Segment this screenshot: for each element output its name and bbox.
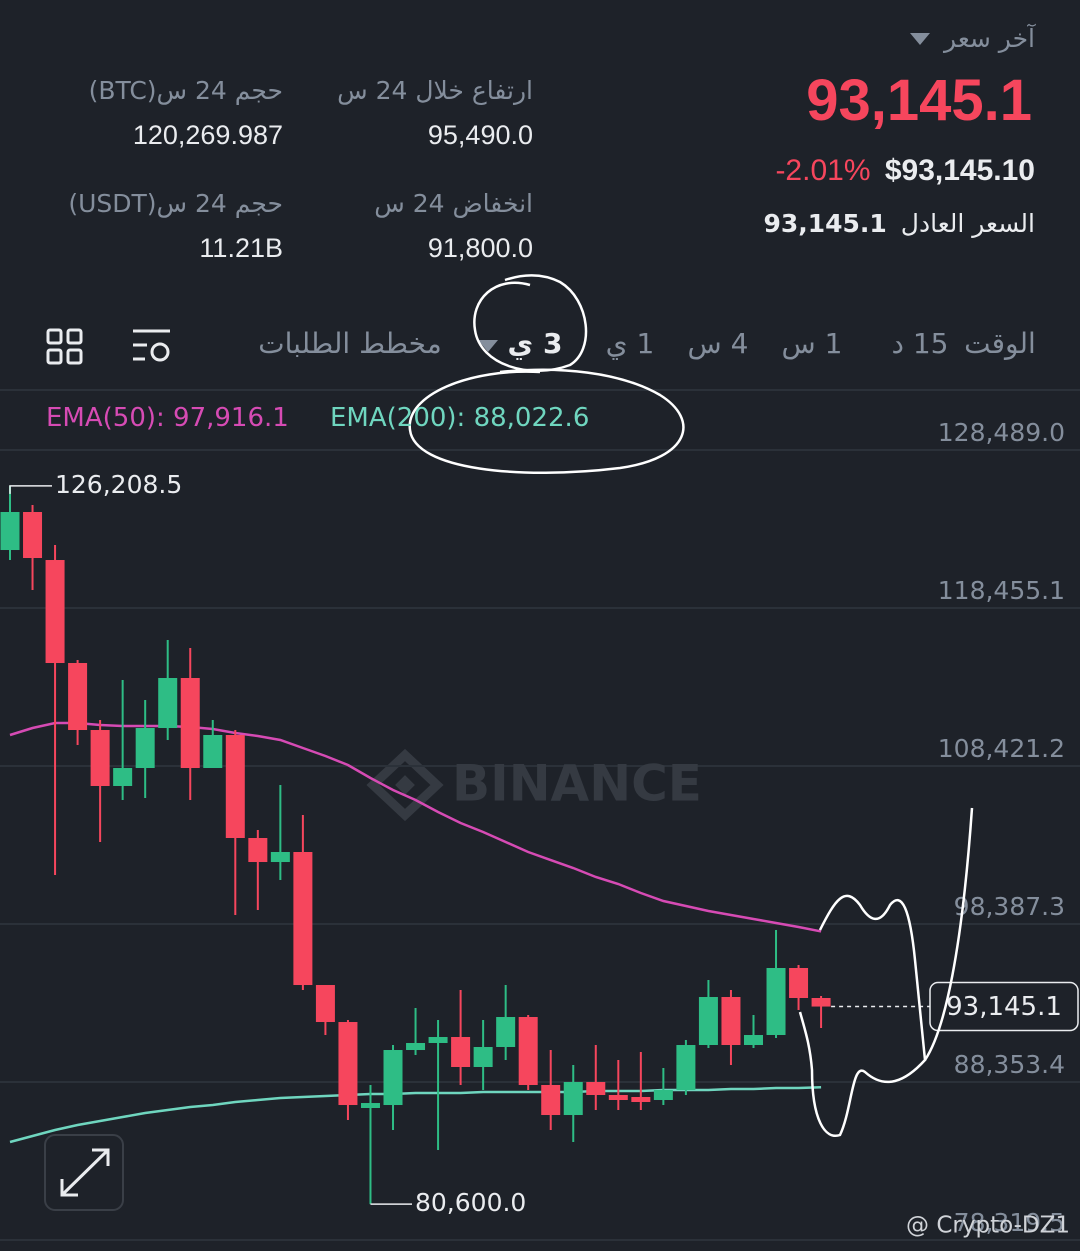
stat-label: حجم 24 س(BTC) — [88, 76, 283, 105]
candle-body — [0, 511, 20, 551]
dropdown-arrow[interactable] — [478, 340, 498, 352]
candle-body — [608, 1094, 628, 1101]
candle-body — [631, 1096, 651, 1103]
candle-body — [473, 1047, 493, 1068]
last-price-label: آخر سعر — [944, 24, 1035, 53]
watermark: BINANCE — [452, 755, 702, 813]
layout-icon[interactable] — [46, 328, 83, 365]
candle-body — [766, 968, 786, 1036]
y-tick-label: 98,387.3 — [954, 892, 1065, 921]
candle-body — [541, 1084, 561, 1116]
candle-body — [23, 511, 43, 559]
candle-body — [90, 730, 110, 787]
candle-body — [270, 851, 290, 863]
ema-line — [9, 1085, 822, 1144]
credit: @ Crypto-DZ1 — [906, 1213, 1070, 1239]
candle-body — [338, 1022, 358, 1106]
change: -2.01% — [775, 154, 871, 187]
candle-body — [68, 663, 88, 731]
high-label: 126,208.5 — [55, 470, 182, 499]
stat-value: 11.21B — [199, 233, 283, 263]
candle-body — [586, 1082, 606, 1095]
candle-body — [248, 837, 268, 863]
stat-label: انخفاض 24 س — [374, 189, 533, 218]
expand-button[interactable] — [44, 1134, 124, 1211]
candle-body — [563, 1082, 583, 1116]
candle-body — [225, 735, 245, 838]
candle-body — [406, 1043, 426, 1051]
watermark-logo — [366, 748, 444, 822]
candle-body — [811, 997, 831, 1007]
y-tick-label: 118,455.1 — [938, 576, 1065, 605]
candle-body — [676, 1045, 696, 1091]
candle-body — [428, 1037, 448, 1044]
legend-entry: EMA(200): 88,022.6 — [330, 403, 590, 433]
candle-body — [315, 985, 335, 1023]
stat-value: 95,490.0 — [427, 120, 533, 150]
tab[interactable]: 1 ي — [605, 327, 655, 360]
candle-body — [383, 1050, 403, 1106]
stat-label: حجم 24 س(USDT) — [68, 189, 283, 218]
fair-price: 93,145.1 — [763, 209, 887, 238]
stat-value: 91,800.0 — [427, 233, 533, 263]
candle-body — [789, 968, 809, 998]
candle-body — [721, 997, 741, 1046]
candle-body — [203, 735, 223, 769]
candle-body — [180, 677, 200, 769]
candle-body — [518, 1017, 538, 1085]
y-tick-label: 128,489.0 — [938, 418, 1065, 447]
price-row: -2.01% $93,145.10 — [775, 156, 1035, 186]
last-price: 93,145.1 — [806, 68, 1032, 133]
candle-body — [698, 997, 718, 1046]
tab[interactable]: 15 د — [891, 327, 949, 360]
candle-body — [360, 1103, 380, 1109]
candle-body — [743, 1035, 763, 1046]
settings-icon[interactable] — [133, 329, 170, 362]
tab[interactable]: الوقت — [964, 327, 1036, 360]
hand-drawing — [408, 274, 974, 1137]
candle-body — [451, 1037, 471, 1068]
dropdown-arrow[interactable] — [910, 33, 930, 45]
candle-body — [135, 728, 155, 769]
stat-label: ارتفاع خلال 24 س — [337, 76, 533, 105]
candle-body — [293, 851, 313, 986]
fair-price-row: السعر العادل 93,145.1 — [763, 211, 1035, 236]
tab[interactable]: 3 ي — [507, 327, 563, 360]
tab[interactable]: 1 س — [781, 327, 843, 360]
usd-price: $93,145.10 — [884, 154, 1035, 187]
price-box — [929, 981, 1079, 1032]
candle-body — [113, 768, 133, 787]
candle-body — [45, 560, 65, 664]
fair-price-label: السعر العادل — [900, 209, 1035, 238]
legend-entry: EMA(50): 97,916.1 — [46, 403, 289, 433]
high-marker — [9, 485, 52, 494]
candle-body — [158, 677, 178, 729]
stat-value: 120,269.987 — [132, 120, 283, 150]
y-tick-label: 108,421.2 — [938, 734, 1065, 763]
low-label: 80,600.0 — [415, 1188, 526, 1217]
candle-body — [496, 1017, 516, 1048]
y-tick-label: 78,319.5 — [954, 1208, 1065, 1237]
candle-body — [653, 1090, 673, 1101]
y-tick-label: 88,353.4 — [954, 1050, 1065, 1079]
tab[interactable]: مخطط الطلبات — [258, 327, 442, 360]
price-label: 93,145.1 — [946, 992, 1062, 1022]
tab[interactable]: 4 س — [687, 327, 749, 360]
